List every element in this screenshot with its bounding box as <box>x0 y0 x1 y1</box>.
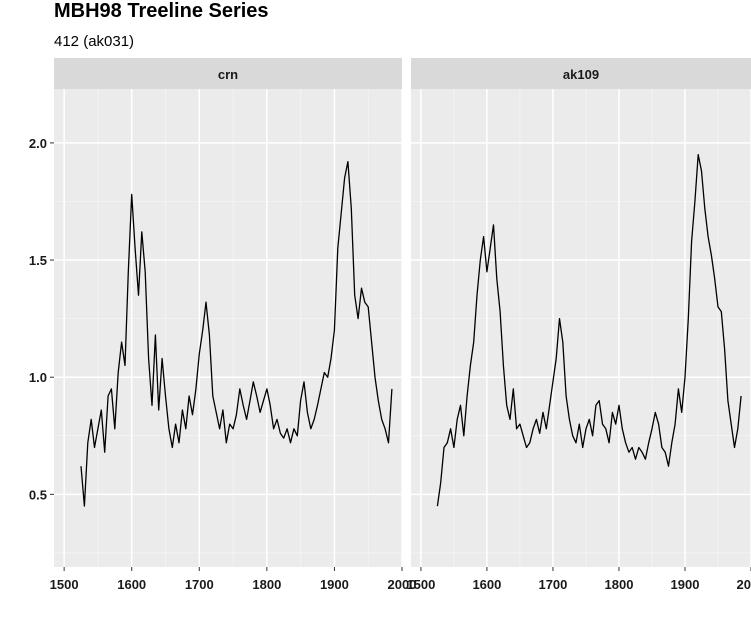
x-tick-label: 1700 <box>538 577 567 592</box>
x-tick-label: 1900 <box>671 577 700 592</box>
x-tick-label: 1900 <box>320 577 349 592</box>
chart-subtitle: 412 (ak031) <box>54 33 135 50</box>
y-tick-label: 2.0 <box>29 136 47 151</box>
y-tick-label: 1.5 <box>29 253 47 268</box>
facet-strip <box>411 58 751 89</box>
panel-background <box>411 89 751 567</box>
x-tick-label: 1800 <box>605 577 634 592</box>
chart-title: MBH98 Treeline Series <box>54 0 269 22</box>
facet-label: ak109 <box>563 67 599 82</box>
x-tick-label: 1700 <box>185 577 214 592</box>
facet-label: crn <box>218 67 238 82</box>
y-tick-label: 0.5 <box>29 487 47 502</box>
x-tick-label: 1600 <box>117 577 146 592</box>
facet-strip <box>54 58 402 89</box>
x-tick-label: 1800 <box>252 577 281 592</box>
x-tick-label: 2000 <box>737 577 751 592</box>
x-tick-label: 1500 <box>406 577 435 592</box>
x-tick-label: 1600 <box>472 577 501 592</box>
series-line <box>80 160 393 507</box>
panel-background <box>54 89 402 567</box>
series-line <box>436 153 742 507</box>
y-tick-label: 1.0 <box>29 370 47 385</box>
x-tick-label: 1500 <box>50 577 79 592</box>
x-tick-label: 2000 <box>388 577 417 592</box>
